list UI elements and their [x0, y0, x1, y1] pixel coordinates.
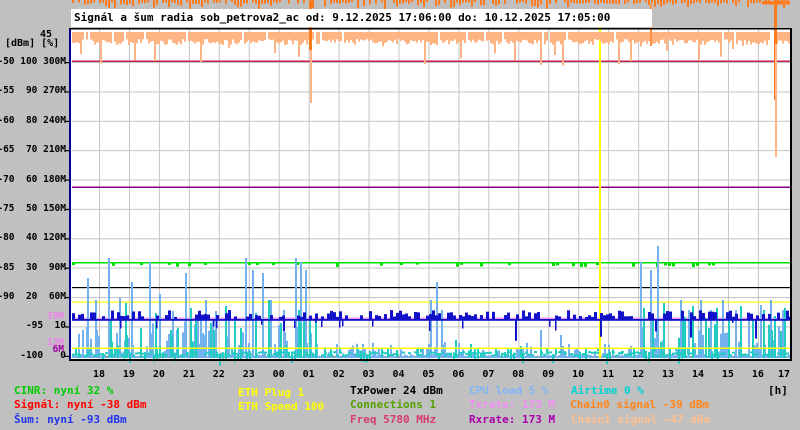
legend-item-eth-speed: ETH Speed 100: [238, 400, 325, 413]
y-axis-top-tick: 45: [40, 29, 53, 40]
legend-item-hour-unit: [h]: [768, 384, 788, 397]
hour-label: 15: [721, 369, 734, 380]
hour-label: 07: [482, 369, 495, 380]
y-axis-rate-label: 6M: [52, 344, 64, 355]
legend-item-eth-plug: ETH Plug 1: [238, 386, 305, 399]
legend-item-chain1: Chain1 signal -47 dBm: [571, 413, 711, 426]
hour-label: 18: [92, 369, 106, 380]
legend-item-signal: Signál: nyní -38 dBm: [14, 398, 147, 411]
graph-title: Signál a šum radia sob_petrova2_ac od: 9…: [71, 9, 652, 27]
hour-label: 11: [602, 369, 615, 380]
hour-label: 01: [302, 369, 315, 380]
hour-label: 05: [422, 369, 435, 380]
legend-item-chain0: Chain0 signal -39 dBm: [570, 398, 710, 411]
y-axis-unit-label: [dBm] [%]: [5, 38, 60, 49]
hour-label: 19: [122, 369, 135, 380]
legend-item-rxrate: Rxrate: 173 M: [469, 413, 556, 426]
hour-label: 17: [777, 369, 791, 380]
legend-item-cinr: CINR: nyní 32 %: [14, 384, 114, 397]
hour-label: 06: [452, 369, 465, 380]
hour-label: 04: [392, 369, 405, 380]
y-axis-label: -70 60 180M: [0, 173, 66, 185]
hour-label: 23: [242, 369, 255, 380]
hour-label: 02: [332, 369, 345, 380]
y-axis-rate-label: 39M: [46, 311, 64, 322]
legend-item-airtime: Airtime 0 %: [571, 384, 644, 397]
hour-label: 10: [572, 369, 585, 380]
hour-label: 00: [272, 369, 285, 380]
hour-label: 13: [662, 369, 675, 380]
y-axis-label: -90 20 60M: [0, 291, 66, 302]
y-axis-label: -100 0: [20, 349, 66, 361]
legend-item-sum: Šum: nyní -93 dBm: [14, 413, 127, 426]
legend-item-connections: Connections 1: [350, 398, 437, 411]
y-axis-label: -65 70 210M: [0, 144, 66, 156]
y-axis-label: -75 50 150M: [0, 202, 66, 214]
y-axis-label: -60 80 240M: [0, 114, 66, 126]
y-axis-label: -50 100 300M: [0, 56, 66, 67]
hour-label: 12: [632, 369, 645, 380]
y-axis-rate-label: 13M: [46, 337, 64, 348]
legend-item-freq: Freq 5780 MHz: [350, 413, 437, 426]
y-axis-label: -55 90 270M: [0, 85, 66, 97]
hour-label: 09: [542, 369, 555, 380]
hour-label: 22: [212, 369, 225, 380]
hour-label: 03: [362, 369, 375, 380]
hour-label: 14: [691, 369, 705, 380]
hour-label: 20: [152, 369, 165, 380]
legend-item-cpu-load: CPU load 5 %: [469, 384, 549, 397]
legend-item-txrate: Txrate: 173 M: [469, 398, 556, 411]
y-axis-label: -95 10: [20, 320, 66, 332]
y-axis-label: -85 30 90M: [0, 261, 66, 273]
y-axis-label: -80 40 120M: [0, 232, 66, 244]
hour-label: 16: [751, 369, 764, 380]
hour-label: 08: [512, 369, 525, 380]
legend-item-txpower: TxPower 24 dBm: [350, 384, 443, 397]
hour-label: 21: [182, 369, 195, 380]
